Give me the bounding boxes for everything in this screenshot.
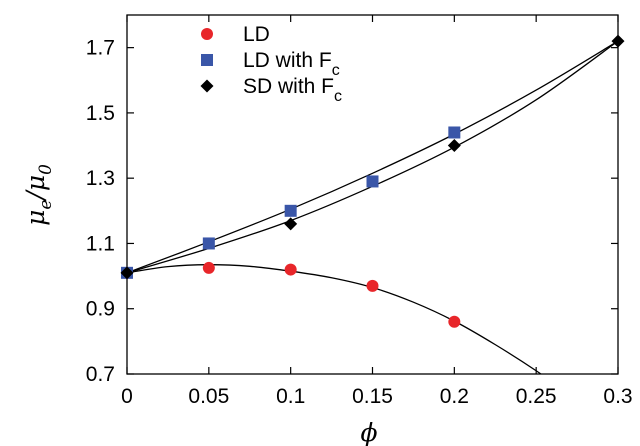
data-point-square bbox=[202, 237, 215, 250]
data-point-circle bbox=[202, 261, 215, 274]
y-tick-label: 1.1 bbox=[86, 232, 115, 255]
fit-curve-2 bbox=[127, 264, 543, 374]
legend-label-text: LD with F bbox=[243, 49, 332, 72]
y-label-part-sep: / bbox=[21, 189, 50, 202]
x-tick-label: 0.1 bbox=[276, 385, 305, 408]
data-point-diamond bbox=[447, 139, 461, 153]
y-label-part-sub2: 0 bbox=[36, 164, 56, 175]
x-tick-label: 0.2 bbox=[440, 385, 469, 408]
y-tick-label: 1.7 bbox=[86, 37, 115, 60]
data-point-square bbox=[284, 204, 297, 217]
data-point-diamond bbox=[120, 266, 134, 280]
data-point-circle bbox=[448, 315, 461, 328]
legend-label: LD bbox=[243, 23, 270, 46]
legend-label-text: LD bbox=[243, 23, 270, 46]
data-point-circle bbox=[284, 263, 297, 276]
legend-label-text: SD with F bbox=[243, 75, 334, 98]
legend-marker-square bbox=[201, 54, 213, 66]
y-label-part-main2: μ bbox=[21, 175, 50, 191]
data-point-circle bbox=[366, 279, 379, 292]
y-axis-label: μe/μ0 bbox=[21, 164, 56, 226]
data-points bbox=[120, 34, 625, 328]
y-label-part-main: μ bbox=[21, 210, 50, 226]
legend-label: SD with Fc bbox=[243, 75, 342, 105]
legend-marker-circle bbox=[201, 28, 213, 40]
x-axis-label: ϕ bbox=[360, 418, 377, 446]
data-point-diamond bbox=[284, 217, 298, 231]
fit-curves bbox=[127, 40, 618, 374]
legend-label-subscript: c bbox=[332, 62, 340, 79]
data-point-diamond bbox=[611, 34, 625, 48]
data-point-square bbox=[366, 175, 379, 188]
legend-marker-diamond bbox=[200, 79, 214, 93]
legend-label-subscript: c bbox=[334, 88, 342, 105]
x-tick-label: 0.05 bbox=[188, 385, 229, 408]
tick-labels: 0 0.05 0.1 0.15 0.2 0.25 0.3 0.7 0.9 1.1 1.3 1.5 1.7 bbox=[86, 37, 633, 408]
data-point-square bbox=[448, 126, 461, 139]
y-tick-label: 0.9 bbox=[86, 298, 115, 321]
x-tick-label: 0 bbox=[121, 385, 133, 408]
fit-curve-1 bbox=[127, 40, 618, 274]
y-tick-label: 1.3 bbox=[86, 167, 115, 190]
y-tick-label: 1.5 bbox=[86, 102, 115, 125]
axes bbox=[126, 14, 619, 375]
y-label-part-sub1: e bbox=[36, 200, 56, 210]
y-axis-label-text: μe/μ0 bbox=[21, 164, 56, 226]
fit-curve-0 bbox=[127, 40, 618, 274]
legend-label: LD with Fc bbox=[243, 49, 340, 79]
x-tick-label: 0.15 bbox=[352, 385, 393, 408]
x-tick-label: 0.3 bbox=[603, 385, 632, 408]
y-tick-label: 0.7 bbox=[86, 363, 115, 386]
x-tick-label: 0.25 bbox=[516, 385, 557, 408]
plot-frame bbox=[126, 14, 619, 375]
